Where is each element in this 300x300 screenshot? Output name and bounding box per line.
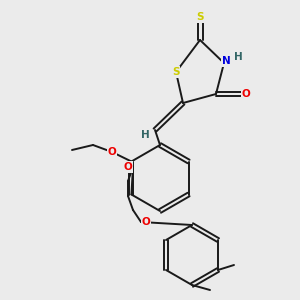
Text: S: S [196,12,204,22]
Text: N: N [222,56,230,66]
Text: O: O [242,89,250,99]
Text: H: H [234,52,242,62]
Text: H: H [141,130,149,140]
Text: O: O [124,162,132,172]
Text: O: O [108,147,116,157]
Text: S: S [172,67,180,77]
Text: O: O [142,217,150,227]
